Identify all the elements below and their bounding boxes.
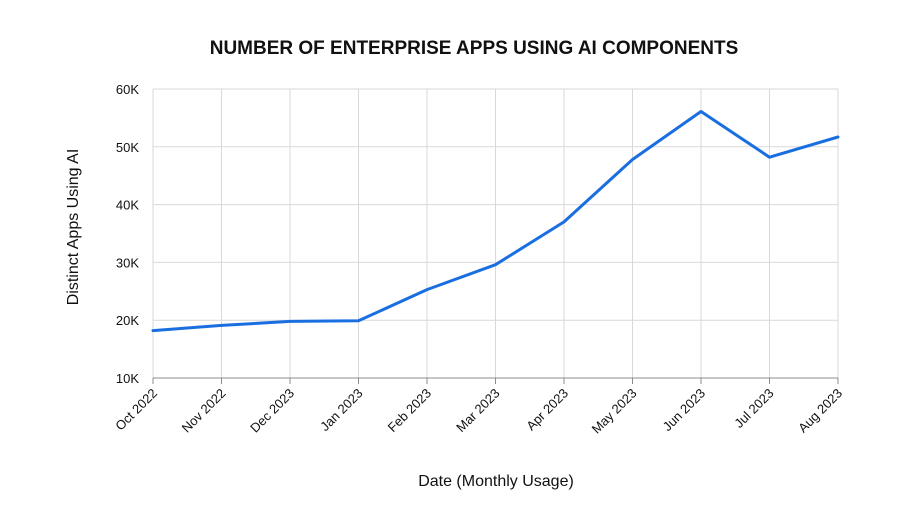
- x-tick-label: Nov 2022: [179, 386, 229, 436]
- x-tick-label: Mar 2023: [453, 386, 502, 435]
- x-tick-label: Jun 2023: [660, 386, 708, 434]
- y-tick-label: 40K: [116, 198, 139, 213]
- x-tick-label: Jul 2023: [731, 386, 776, 431]
- series-lines: [151, 110, 840, 333]
- x-axis-label: Date (Monthly Usage): [418, 473, 574, 490]
- x-tick-label: Jan 2023: [317, 386, 365, 434]
- y-tick-label: 20K: [116, 313, 139, 328]
- y-tick-label: 50K: [116, 140, 139, 155]
- x-tick-label: Oct 2022: [112, 386, 160, 434]
- y-tick-labels: 10K 20K 30K 40K 50K 60K: [116, 82, 139, 386]
- x-tick-label: Aug 2023: [795, 386, 845, 436]
- x-tick-label: Dec 2023: [247, 386, 297, 436]
- y-tick-label: 30K: [116, 255, 139, 270]
- gridlines: [152, 88, 839, 378]
- x-tick-labels: Oct 2022 Nov 2022 Dec 2023 Jan 2023 Feb 2023…: [112, 386, 845, 437]
- x-tick-label: Apr 2023: [523, 386, 571, 434]
- series-line-0: [151, 110, 840, 333]
- y-axis-label: Distinct Apps Using AI: [65, 149, 82, 306]
- chart-title: NUMBER OF ENTERPRISE APPS USING AI COMPO…: [210, 38, 739, 59]
- y-tick-label: 60K: [116, 82, 139, 97]
- x-tick-label: Feb 2023: [385, 386, 434, 435]
- axes: [152, 377, 839, 384]
- y-tick-label: 10K: [116, 371, 139, 386]
- x-tick-label: May 2023: [589, 386, 640, 437]
